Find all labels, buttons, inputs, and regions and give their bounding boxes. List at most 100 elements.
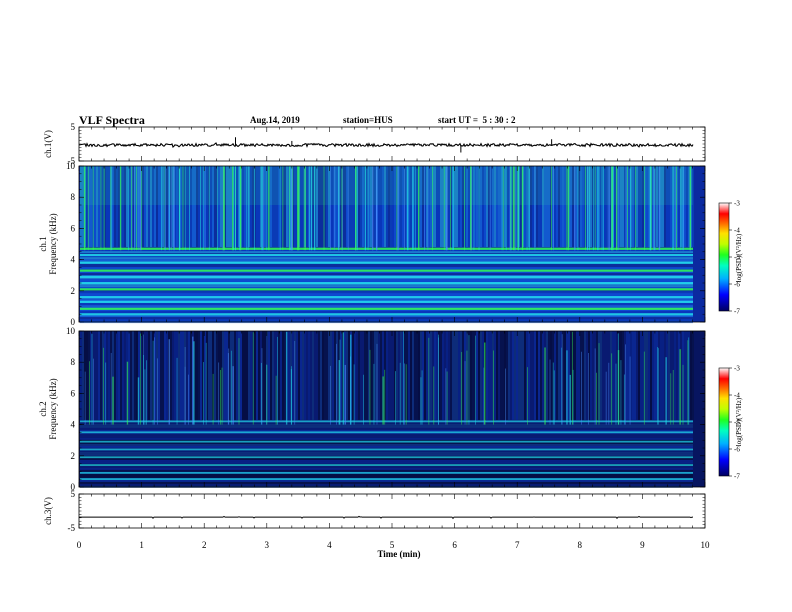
- spectrogram-texture: [276, 331, 278, 420]
- spectrogram-texture: [654, 331, 656, 420]
- spectrogram-texture: [342, 166, 344, 248]
- spectrogram-texture: [318, 166, 320, 248]
- spectrogram-band: [80, 282, 693, 285]
- spectrogram-texture: [506, 166, 508, 248]
- spectrogram-texture: [334, 331, 336, 420]
- spectrogram-texture: [104, 166, 106, 248]
- spectrogram-texture: [122, 331, 124, 420]
- time-axis: 0 1 2 3 4 5 6 7 8 9 10: [77, 540, 710, 550]
- spectrogram-texture: [634, 166, 636, 248]
- spectrogram-texture: [364, 331, 366, 420]
- spectrogram-texture: [188, 166, 190, 248]
- spectrogram-texture: [522, 331, 524, 420]
- spectrogram-texture: [488, 331, 490, 420]
- spectrogram-texture: [186, 166, 188, 248]
- spectrogram-texture: [424, 331, 426, 420]
- spectrogram-texture: [504, 166, 506, 248]
- spectrogram-texture: [172, 166, 174, 248]
- y-tick-label: 2: [71, 286, 76, 296]
- spectrogram-texture: [556, 331, 558, 420]
- spectrogram-texture: [80, 473, 693, 476]
- spectrogram-texture: [334, 166, 336, 248]
- spectrogram-texture: [244, 166, 246, 248]
- spectrogram-texture: [420, 166, 422, 248]
- spectrogram-texture: [356, 331, 358, 420]
- spectrogram-texture: [636, 331, 638, 420]
- spectrogram-texture: [328, 331, 330, 420]
- spectrogram-texture: [80, 483, 693, 486]
- x-tick-label: 4: [327, 540, 332, 550]
- spectrogram-texture: [80, 311, 693, 314]
- spectrogram-texture: [680, 331, 682, 420]
- spectrogram-texture: [650, 331, 652, 420]
- spectrogram-texture: [662, 166, 664, 248]
- spectrogram-texture: [80, 429, 693, 432]
- spectrogram-texture: [180, 166, 182, 248]
- spectrogram-texture: [270, 331, 272, 420]
- spectrogram-texture: [348, 166, 350, 248]
- spectrogram-texture: [120, 331, 122, 420]
- spectrogram-texture: [450, 166, 452, 248]
- spectrogram-texture: [534, 331, 536, 420]
- spectrogram-texture: [602, 331, 604, 420]
- spectrogram-texture: [624, 166, 626, 248]
- spectrogram-texture: [308, 331, 310, 420]
- spectrogram-texture: [476, 331, 478, 420]
- spectrogram-texture: [406, 331, 408, 420]
- spectrogram-texture: [382, 166, 384, 248]
- spectrogram-texture: [536, 166, 538, 248]
- spectrogram-texture: [234, 331, 236, 420]
- spectrogram-texture: [666, 331, 668, 420]
- spectrogram-texture: [588, 331, 590, 420]
- spectrogram-texture: [374, 331, 376, 420]
- spectrogram-texture: [404, 331, 406, 420]
- y-tick-label: 0: [71, 317, 76, 327]
- y-tick-label: 6: [71, 223, 76, 233]
- spectrogram-texture: [676, 166, 678, 248]
- spectrogram-band: [80, 420, 693, 423]
- spectrogram-texture: [302, 331, 304, 420]
- spectrogram-texture: [178, 331, 180, 420]
- spectrogram-texture: [288, 331, 290, 420]
- spectrogram-texture: [242, 331, 244, 420]
- spectrogram-texture: [146, 331, 148, 420]
- spectrogram-texture: [90, 166, 92, 248]
- spectrogram-texture: [370, 331, 372, 420]
- spectrogram-texture: [494, 331, 496, 420]
- spectrogram-texture: [636, 166, 638, 248]
- spectrogram-texture: [666, 166, 668, 248]
- spectrogram-texture: [274, 331, 276, 420]
- spectrogram-texture: [538, 331, 540, 420]
- spectrogram-texture: [614, 166, 616, 248]
- spectrogram-texture: [192, 166, 194, 248]
- spectrogram-texture: [82, 331, 84, 420]
- spectrogram-texture: [80, 265, 693, 268]
- spectrogram-texture: [644, 166, 646, 248]
- spectrogram-texture: [532, 331, 534, 420]
- spectrogram-texture: [260, 166, 262, 248]
- spectrogram-texture: [174, 331, 176, 420]
- spectrogram-texture: [448, 166, 450, 248]
- spectrogram-texture: [586, 331, 588, 420]
- spectrogram-texture: [622, 331, 624, 420]
- spectrogram-texture: [302, 166, 304, 248]
- spectrogram-texture: [90, 331, 92, 420]
- y-tick-label: 2: [71, 451, 76, 461]
- y-tick-label: 10: [66, 161, 76, 171]
- spectrogram-texture: [80, 427, 693, 430]
- spectrogram-texture: [396, 331, 398, 420]
- spectrogram-texture: [608, 166, 610, 248]
- spectrogram-texture: [392, 331, 394, 420]
- y-tick-label: 4: [71, 255, 76, 265]
- spectrogram-texture: [440, 166, 442, 248]
- spectrogram-texture: [360, 166, 362, 248]
- spectrogram-texture: [160, 331, 162, 420]
- spectrogram-texture: [244, 331, 246, 420]
- x-tick-label: 10: [701, 540, 711, 550]
- spectrogram-texture: [240, 331, 242, 420]
- spectrogram-texture: [494, 166, 496, 248]
- spectrogram-texture: [336, 331, 338, 420]
- spectrogram-texture: [422, 166, 424, 248]
- spectrogram-texture: [360, 331, 362, 420]
- spectrogram-texture: [80, 441, 693, 444]
